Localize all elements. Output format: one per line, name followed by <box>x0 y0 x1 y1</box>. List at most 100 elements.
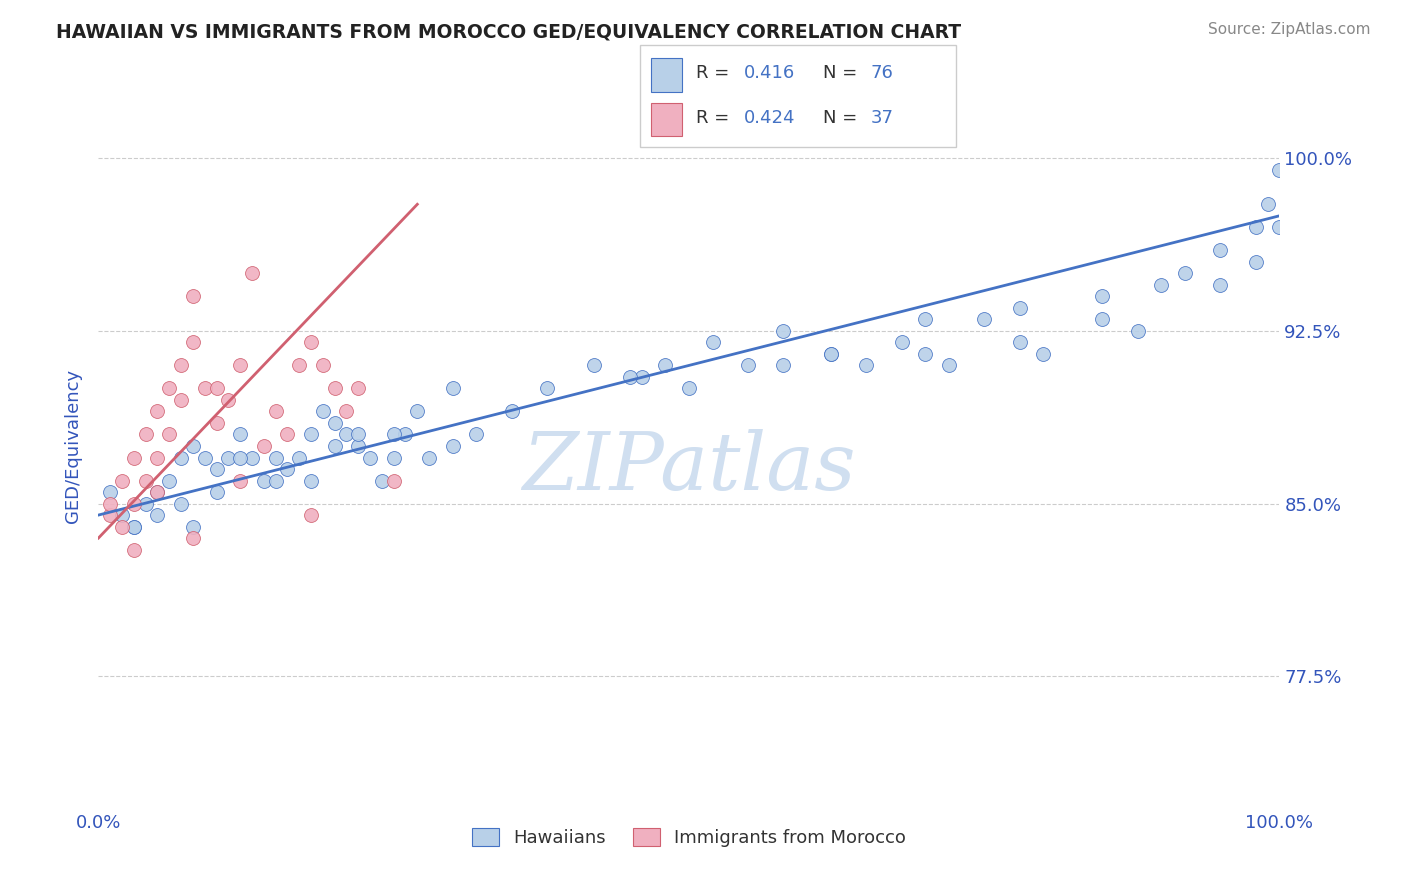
Point <box>1268 162 1291 177</box>
Point <box>135 427 157 442</box>
Point <box>1257 197 1279 211</box>
Point <box>135 497 157 511</box>
Point <box>1268 220 1291 235</box>
Point <box>1008 301 1031 315</box>
Point <box>111 474 134 488</box>
Text: 37: 37 <box>870 109 893 127</box>
Point <box>890 335 912 350</box>
Point <box>264 404 287 418</box>
Point <box>205 462 228 476</box>
Point <box>264 450 287 465</box>
Point <box>253 474 276 488</box>
Point <box>737 359 759 373</box>
Point <box>382 427 405 442</box>
Point <box>170 450 193 465</box>
Point <box>678 381 700 395</box>
Point <box>323 439 346 453</box>
Text: R =: R = <box>696 64 735 82</box>
Point <box>205 381 228 395</box>
Point <box>914 347 936 361</box>
Point <box>98 485 121 500</box>
Point <box>288 450 311 465</box>
Point <box>312 359 335 373</box>
Point <box>181 531 204 545</box>
Point <box>335 427 357 442</box>
Point <box>205 485 228 500</box>
Point <box>229 427 252 442</box>
Point <box>394 427 416 442</box>
Point <box>347 439 370 453</box>
Point <box>122 542 145 557</box>
Point <box>229 359 252 373</box>
Point <box>1032 347 1054 361</box>
Point <box>465 427 488 442</box>
Point <box>157 381 180 395</box>
Point <box>122 519 145 533</box>
Legend: Hawaiians, Immigrants from Morocco: Hawaiians, Immigrants from Morocco <box>464 821 914 855</box>
Point <box>288 359 311 373</box>
Point <box>630 370 652 384</box>
Point <box>146 485 169 500</box>
Point <box>702 335 724 350</box>
Point <box>914 312 936 326</box>
Point <box>441 381 464 395</box>
Point <box>1174 266 1197 280</box>
Point <box>299 335 322 350</box>
Point <box>181 439 204 453</box>
Point <box>157 427 180 442</box>
Point <box>1209 277 1232 292</box>
Point <box>111 519 134 533</box>
Point <box>276 462 298 476</box>
Point <box>583 359 606 373</box>
Text: 76: 76 <box>870 64 893 82</box>
Point <box>157 474 180 488</box>
Point <box>122 450 145 465</box>
Point <box>264 474 287 488</box>
Text: 0.424: 0.424 <box>744 109 796 127</box>
Text: N =: N = <box>823 109 862 127</box>
Point <box>170 359 193 373</box>
Point <box>299 508 322 522</box>
Point <box>820 347 842 361</box>
Point <box>253 439 276 453</box>
Point <box>312 404 335 418</box>
Point <box>382 474 405 488</box>
Text: N =: N = <box>823 64 862 82</box>
Point <box>146 485 169 500</box>
Point <box>1091 312 1114 326</box>
Point <box>299 427 322 442</box>
Point <box>501 404 523 418</box>
Point <box>122 497 145 511</box>
Point <box>654 359 676 373</box>
Point <box>194 381 217 395</box>
Point <box>181 519 204 533</box>
Point <box>1126 324 1149 338</box>
Point <box>229 450 252 465</box>
Point <box>1244 255 1267 269</box>
Point <box>772 324 794 338</box>
Y-axis label: GED/Equivalency: GED/Equivalency <box>65 369 83 523</box>
Point <box>146 404 169 418</box>
Point <box>441 439 464 453</box>
Point <box>194 450 217 465</box>
Point <box>1091 289 1114 303</box>
Point <box>323 416 346 430</box>
Point <box>382 450 405 465</box>
Point <box>371 474 394 488</box>
Point <box>181 335 204 350</box>
Point <box>938 359 960 373</box>
Point <box>135 474 157 488</box>
Point <box>820 347 842 361</box>
Text: ZIPatlas: ZIPatlas <box>522 429 856 506</box>
Point <box>146 508 169 522</box>
Point <box>359 450 381 465</box>
Point <box>619 370 641 384</box>
Point <box>855 359 877 373</box>
Point <box>122 519 145 533</box>
Point <box>323 381 346 395</box>
Point <box>335 404 357 418</box>
Point <box>973 312 995 326</box>
Text: 0.416: 0.416 <box>744 64 794 82</box>
Point <box>217 450 239 465</box>
Point <box>347 381 370 395</box>
